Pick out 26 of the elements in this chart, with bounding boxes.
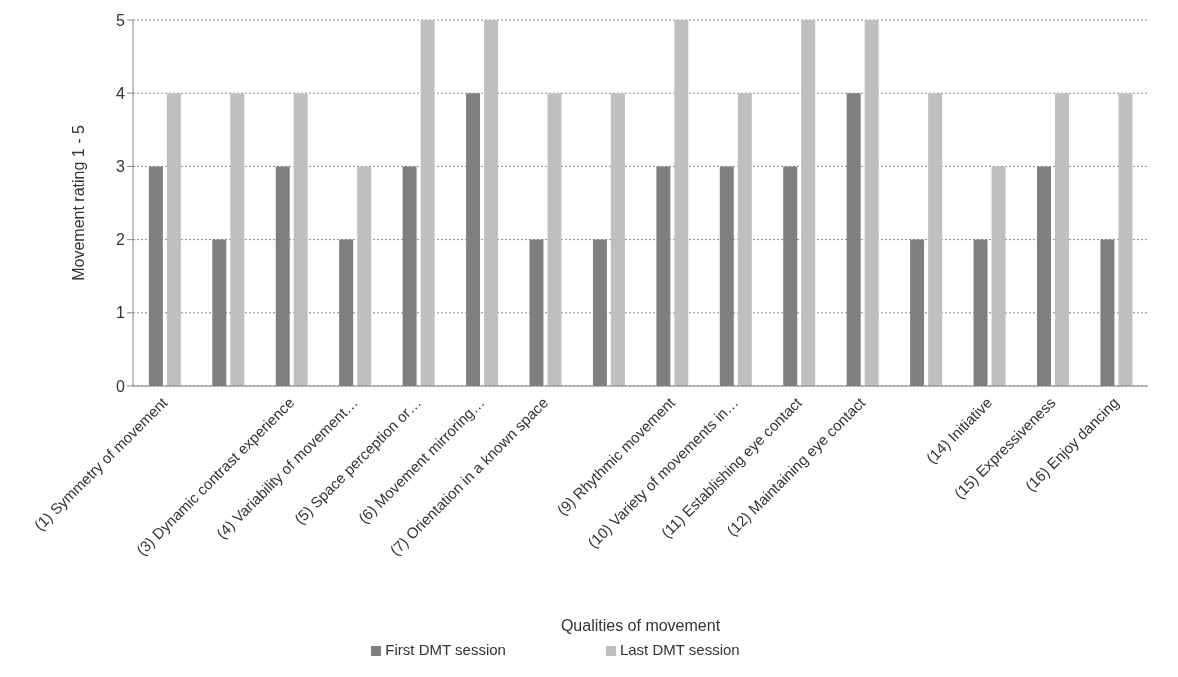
bar	[1118, 93, 1133, 386]
bar	[1054, 93, 1069, 386]
y-axis-title: Movement rating 1 - 5	[69, 125, 87, 281]
bar	[230, 93, 245, 386]
bar	[420, 20, 435, 386]
bar	[484, 20, 499, 386]
bar	[991, 166, 1006, 386]
legend-label: First DMT session	[385, 641, 506, 658]
bar	[737, 93, 752, 386]
bar	[357, 166, 372, 386]
y-tick-label: 3	[116, 158, 126, 176]
y-tick-label: 4	[116, 84, 126, 102]
bar	[674, 20, 689, 386]
y-tick-label: 2	[116, 231, 126, 249]
bar	[293, 93, 308, 386]
y-tick-label: 1	[116, 304, 126, 322]
x-axis-title: Qualities of movement	[560, 617, 721, 634]
bar	[610, 93, 625, 386]
y-tick-label: 0	[116, 377, 126, 395]
bar	[801, 20, 816, 386]
y-tick-label: 5	[116, 11, 126, 29]
bar	[928, 93, 943, 386]
bar	[166, 93, 181, 386]
legend-label: Last DMT session	[619, 641, 740, 658]
bar	[547, 93, 562, 386]
bar	[864, 20, 879, 386]
